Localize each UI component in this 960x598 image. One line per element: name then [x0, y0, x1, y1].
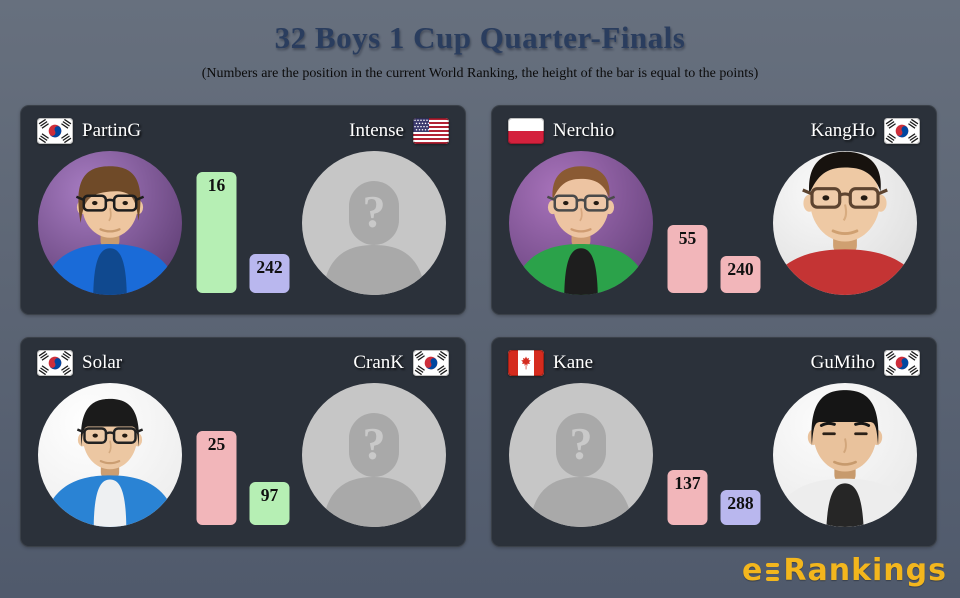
ranking-bar-right: 288 — [720, 490, 761, 525]
flag-south-korea-icon — [37, 350, 73, 376]
svg-text:?: ? — [570, 418, 593, 469]
erankings-logo: e Rankings — [742, 553, 947, 588]
player-name-right: KangHo — [810, 120, 875, 141]
ranking-bar-right: 240 — [720, 256, 761, 293]
ranking-bar-left: 16 — [196, 172, 237, 293]
logo-text: Rankings — [783, 553, 947, 588]
player-name-left: Solar — [82, 352, 123, 373]
world-rank-value: 16 — [207, 175, 226, 195]
flag-poland-icon — [508, 118, 544, 144]
player-name-left: Nerchio — [553, 120, 615, 141]
match-header: Kane GuMiho — [508, 350, 920, 376]
player-avatar-left — [38, 383, 182, 527]
ranking-bar-left: 137 — [667, 470, 708, 525]
flag-usa-icon — [413, 118, 449, 144]
match-panel-1: PartinG Intense — [20, 105, 466, 315]
ranking-bar-left: 25 — [196, 431, 237, 525]
flag-canada-icon — [508, 350, 544, 376]
world-rank-value: 97 — [260, 485, 279, 505]
ranking-bars: 55 240 — [667, 225, 761, 293]
world-rank-value: 288 — [727, 493, 754, 513]
flag-south-korea-icon — [37, 118, 73, 144]
svg-text:?: ? — [363, 418, 386, 469]
subtitle: (Numbers are the position in the current… — [201, 66, 759, 81]
world-rank-value: 240 — [727, 259, 754, 279]
player-name-right: Intense — [349, 120, 404, 141]
match-header: PartinG Intense — [37, 118, 449, 144]
page-title: 32 Boys 1 Cup Quarter-Finals — [274, 20, 686, 55]
player-avatar-left — [38, 151, 182, 295]
ranking-bars: 137 288 — [667, 470, 761, 525]
player-avatar-placeholder: ? — [302, 383, 446, 527]
world-rank-value: 137 — [674, 473, 701, 493]
ranking-bar-left: 55 — [667, 225, 708, 293]
ranking-bar-right: 242 — [249, 254, 290, 293]
player-name-right: CranK — [353, 352, 404, 373]
world-rank-value: 242 — [256, 257, 283, 277]
flag-south-korea-icon — [413, 350, 449, 376]
flag-south-korea-icon — [884, 118, 920, 144]
match-header: Solar CranK — [37, 350, 449, 376]
match-panel-4: Kane GuMiho ? 137 288 — [491, 337, 937, 547]
match-panel-3: Solar CranK — [20, 337, 466, 547]
ranking-bars: 25 97 — [196, 431, 290, 525]
flag-south-korea-icon — [884, 350, 920, 376]
player-avatar-placeholder: ? — [302, 151, 446, 295]
world-rank-value: 25 — [207, 434, 226, 454]
player-avatar-left — [509, 151, 653, 295]
ranking-bars: 16 242 — [196, 172, 290, 293]
match-panel-2: Nerchio KangHo — [491, 105, 937, 315]
match-header: Nerchio KangHo — [508, 118, 920, 144]
player-name-right: GuMiho — [810, 352, 875, 373]
player-avatar-right — [773, 151, 917, 295]
ranking-bar-right: 97 — [249, 482, 290, 525]
player-avatar-right — [773, 383, 917, 527]
svg-text:?: ? — [363, 186, 386, 237]
world-rank-value: 55 — [678, 228, 697, 248]
player-name-left: Kane — [553, 352, 594, 373]
player-name-left: PartinG — [82, 120, 142, 141]
player-avatar-placeholder: ? — [509, 383, 653, 527]
logo-prefix: e — [742, 553, 764, 588]
logo-triple-bar-icon — [766, 562, 780, 581]
